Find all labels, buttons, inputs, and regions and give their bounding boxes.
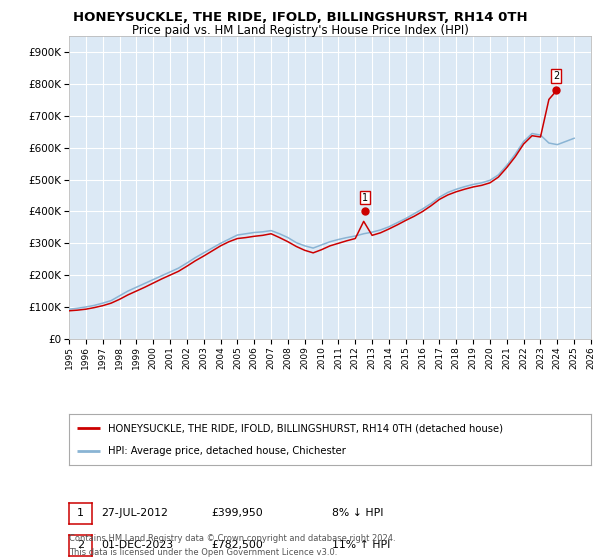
- Text: 1: 1: [362, 193, 368, 203]
- Text: £399,950: £399,950: [212, 508, 263, 518]
- Text: Price paid vs. HM Land Registry's House Price Index (HPI): Price paid vs. HM Land Registry's House …: [131, 24, 469, 37]
- Text: Contains HM Land Registry data © Crown copyright and database right 2024.: Contains HM Land Registry data © Crown c…: [69, 534, 395, 543]
- Text: 2: 2: [553, 71, 559, 81]
- Text: 01-DEC-2023: 01-DEC-2023: [101, 540, 173, 550]
- Text: £782,500: £782,500: [212, 540, 263, 550]
- Text: HPI: Average price, detached house, Chichester: HPI: Average price, detached house, Chic…: [108, 446, 346, 456]
- Text: HONEYSUCKLE, THE RIDE, IFOLD, BILLINGSHURST, RH14 0TH (detached house): HONEYSUCKLE, THE RIDE, IFOLD, BILLINGSHU…: [108, 423, 503, 433]
- Text: 8% ↓ HPI: 8% ↓ HPI: [332, 508, 383, 518]
- Text: HONEYSUCKLE, THE RIDE, IFOLD, BILLINGSHURST, RH14 0TH: HONEYSUCKLE, THE RIDE, IFOLD, BILLINGSHU…: [73, 11, 527, 24]
- Text: 11% ↑ HPI: 11% ↑ HPI: [332, 540, 390, 550]
- Text: 27-JUL-2012: 27-JUL-2012: [101, 508, 167, 518]
- Text: 2: 2: [77, 540, 84, 550]
- Text: This data is licensed under the Open Government Licence v3.0.: This data is licensed under the Open Gov…: [69, 548, 337, 557]
- Text: 1: 1: [77, 508, 84, 518]
